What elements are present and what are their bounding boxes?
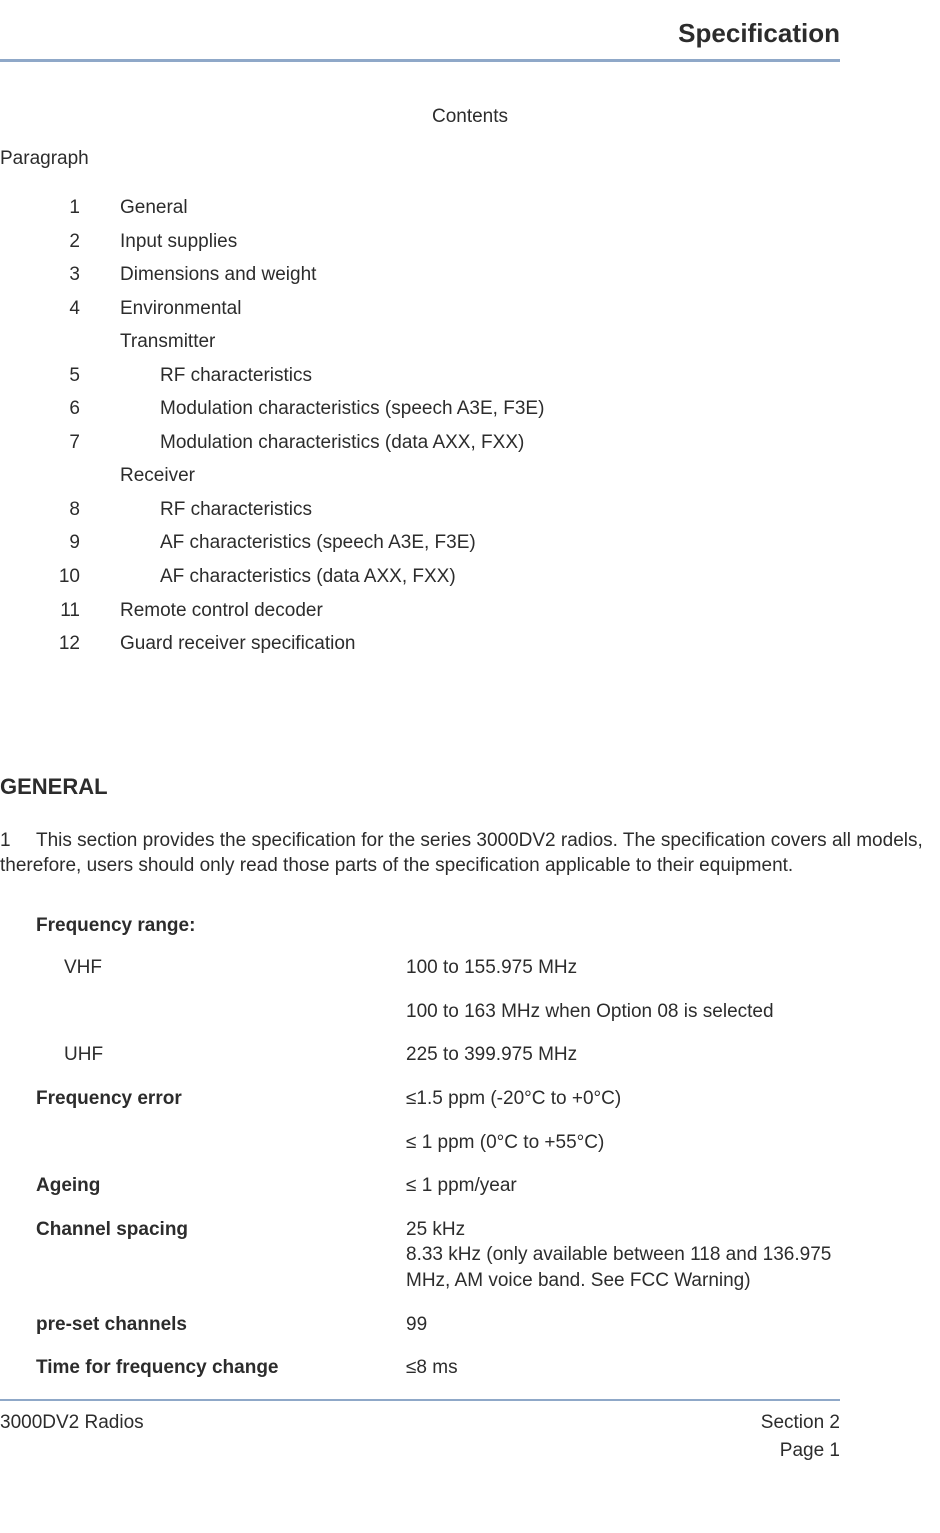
toc-row: 8RF characteristics	[40, 496, 840, 524]
toc-text: Remote control decoder	[120, 597, 840, 625]
toc-text: Environmental	[120, 295, 840, 323]
page-title: Specification	[0, 0, 940, 59]
footer-left: 3000DV2 Radios	[0, 1409, 144, 1464]
spec-row: Time for frequency change≤8 ms	[36, 1355, 840, 1381]
table-of-contents: 1General2Input supplies3Dimensions and w…	[40, 194, 840, 664]
spec-left: pre-set channels	[36, 1312, 406, 1338]
toc-text: Modulation characteristics (data AXX, FX…	[120, 429, 840, 457]
toc-text: Modulation characteristics (speech A3E, …	[120, 395, 840, 423]
paragraph-number: 1	[0, 828, 36, 854]
toc-text: RF characteristics	[120, 362, 840, 390]
spec-right: ≤ 1 ppm (0°C to +55°C)	[406, 1130, 840, 1156]
footer-right: Section 2 Page 1	[761, 1409, 840, 1464]
spec-row: VHF100 to 155.975 MHz	[36, 955, 840, 981]
section-heading-general: GENERAL	[0, 774, 940, 800]
footer-rule	[0, 1399, 840, 1401]
paragraph-text: This section provides the specification …	[0, 830, 923, 877]
toc-text: Receiver	[120, 462, 840, 490]
spec-row: Channel spacing25 kHz8.33 kHz (only avai…	[36, 1217, 840, 1294]
spec-right: ≤ 1 ppm/year	[406, 1173, 840, 1199]
toc-number: 3	[40, 261, 120, 289]
spec-row: Frequency error≤1.5 ppm (-20°C to +0°C)	[36, 1086, 840, 1112]
toc-text: AF characteristics (data AXX, FXX)	[120, 563, 840, 591]
contents-heading: Contents	[0, 106, 940, 128]
page: Specification Contents Paragraph 1Genera…	[0, 0, 940, 1533]
toc-row: 3Dimensions and weight	[40, 261, 840, 289]
toc-row: 11Remote control decoder	[40, 597, 840, 625]
toc-row: 9AF characteristics (speech A3E, F3E)	[40, 529, 840, 557]
spec-right: 100 to 163 MHz when Option 08 is selecte…	[406, 999, 840, 1025]
spec-right: 100 to 155.975 MHz	[406, 955, 840, 981]
spec-left	[36, 999, 406, 1025]
toc-text: RF characteristics	[120, 496, 840, 524]
toc-text: Dimensions and weight	[120, 261, 840, 289]
spec-row: 100 to 163 MHz when Option 08 is selecte…	[36, 999, 840, 1025]
spec-right: 225 to 399.975 MHz	[406, 1042, 840, 1068]
toc-row: 4Environmental	[40, 295, 840, 323]
spec-right: 25 kHz8.33 kHz (only available between 1…	[406, 1217, 840, 1294]
toc-row: 1General	[40, 194, 840, 222]
spec-row: ≤ 1 ppm (0°C to +55°C)	[36, 1130, 840, 1156]
toc-row: 10AF characteristics (data AXX, FXX)	[40, 563, 840, 591]
header-rule	[0, 59, 840, 62]
toc-number: 4	[40, 295, 120, 323]
spec-left: VHF	[36, 955, 406, 981]
toc-text: General	[120, 194, 840, 222]
spec-left: Ageing	[36, 1173, 406, 1199]
toc-number: 1	[40, 194, 120, 222]
toc-text: Transmitter	[120, 328, 840, 356]
spec-left: Time for frequency change	[36, 1355, 406, 1381]
footer-page: Page 1	[761, 1437, 840, 1465]
toc-number: 6	[40, 395, 120, 423]
toc-row: 2Input supplies	[40, 228, 840, 256]
toc-row: 7Modulation characteristics (data AXX, F…	[40, 429, 840, 457]
toc-row: 5RF characteristics	[40, 362, 840, 390]
toc-row: 12Guard receiver specification	[40, 630, 840, 658]
spec-row: Ageing≤ 1 ppm/year	[36, 1173, 840, 1199]
spec-block: Frequency range:VHF100 to 155.975 MHz100…	[36, 905, 840, 1399]
toc-number: 9	[40, 529, 120, 557]
toc-row: Transmitter	[40, 328, 840, 356]
spec-label: Frequency range:	[36, 915, 840, 937]
spec-left: Channel spacing	[36, 1217, 406, 1294]
toc-row: Receiver	[40, 462, 840, 490]
footer-section: Section 2	[761, 1409, 840, 1437]
toc-number: 5	[40, 362, 120, 390]
toc-text: Guard receiver specification	[120, 630, 840, 658]
spec-right: ≤8 ms	[406, 1355, 840, 1381]
spec-left	[36, 1130, 406, 1156]
spec-left: UHF	[36, 1042, 406, 1068]
paragraph-label: Paragraph	[0, 148, 940, 170]
page-footer: 3000DV2 Radios Section 2 Page 1	[0, 1409, 940, 1484]
spec-right: ≤1.5 ppm (-20°C to +0°C)	[406, 1086, 840, 1112]
spec-right: 99	[406, 1312, 840, 1338]
toc-text: AF characteristics (speech A3E, F3E)	[120, 529, 840, 557]
toc-row: 6Modulation characteristics (speech A3E,…	[40, 395, 840, 423]
toc-number: 12	[40, 630, 120, 658]
toc-text: Input supplies	[120, 228, 840, 256]
content-wrap: Specification Contents Paragraph 1Genera…	[0, 0, 940, 1484]
general-paragraph: 1This section provides the specification…	[0, 828, 940, 879]
spec-row: UHF225 to 399.975 MHz	[36, 1042, 840, 1068]
spec-left: Frequency error	[36, 1086, 406, 1112]
toc-number: 11	[40, 597, 120, 625]
toc-number: 8	[40, 496, 120, 524]
spec-row: pre-set channels99	[36, 1312, 840, 1338]
toc-number: 2	[40, 228, 120, 256]
toc-number: 10	[40, 563, 120, 591]
toc-number: 7	[40, 429, 120, 457]
